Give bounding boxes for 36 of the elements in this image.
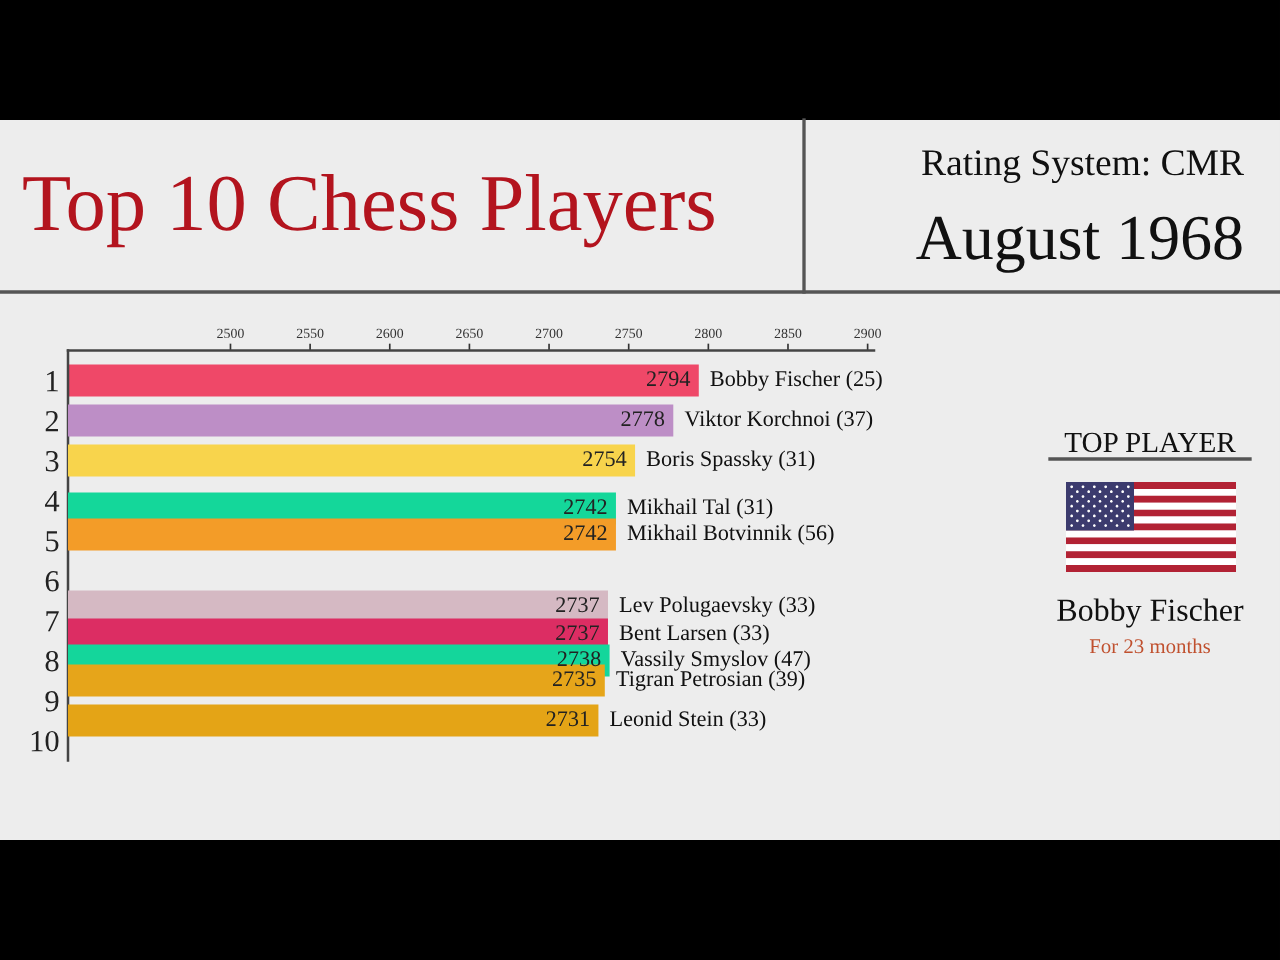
series-label: Bent Larsen (33) [619, 624, 769, 645]
y-tick-label: 2 [45, 410, 58, 432]
series-label: Leonid Stein (33) [610, 710, 766, 731]
y-tick-label: 3 [45, 450, 59, 472]
text: Rating System: CMR [922, 150, 1244, 184]
y-tick-label: 9 [45, 690, 59, 712]
y-tick-label: 10 [31, 730, 59, 752]
data-label: 2742 [564, 499, 607, 514]
data-label: 2737 [556, 625, 600, 641]
series-label: Viktor Korchnoi (37) [684, 410, 873, 431]
series-label: Bobby Fischer (25) [710, 370, 882, 391]
series-label: Vassily Smyslov (47) [620, 650, 810, 671]
y-tick-label: 8 [45, 650, 59, 672]
text: For 23 months [1089, 638, 1211, 654]
data-label: 2738 [557, 651, 601, 667]
data-label: 2754 [583, 451, 627, 467]
data-label: 2794 [646, 371, 691, 387]
y-tick-label: 7 [46, 611, 59, 632]
text: August 1968 [916, 216, 1242, 273]
series-label: Lev Polugaevsky (33) [619, 596, 815, 617]
data-label: 2742 [564, 525, 607, 540]
text: TOP PLAYER [1064, 432, 1236, 453]
chart-title: Top 10 Chess Players [23, 174, 714, 248]
series-label: Boris Spassky (31) [646, 450, 815, 471]
text: Bobby Fischer [1057, 598, 1244, 628]
data-label: 2737 [556, 597, 600, 613]
series-label: Mikhail Tal (31) [627, 498, 773, 519]
data-label: 2778 [621, 411, 665, 427]
y-tick-label: 5 [46, 531, 59, 552]
y-tick-label: 6 [45, 570, 59, 592]
data-label: 2731 [546, 711, 589, 727]
series-label: Mikhail Botvinnik (56) [627, 524, 834, 545]
y-tick-label: 1 [47, 371, 58, 392]
data-label: 2735 [553, 671, 596, 687]
series-label: Tigran Petrosian (39) [616, 670, 805, 691]
y-tick-label: 4 [44, 491, 60, 512]
